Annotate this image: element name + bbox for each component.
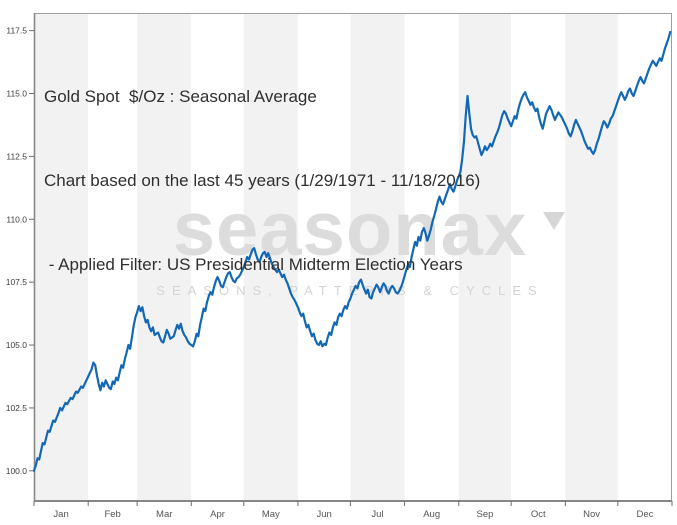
y-axis-label: 105.0 [6,340,28,350]
seasonax-watermark-logo: seasonax [172,187,528,272]
month-stripe-apr [191,13,244,501]
seasonax-watermark-tagline: SEASONS, PATTERNS & CYCLES [156,283,544,298]
month-stripe-may [243,13,298,501]
x-axis-label-oct: Oct [531,509,546,520]
x-axis-label-aug: Aug [423,509,440,520]
month-stripe-sep [458,13,512,501]
x-axis-label-dec: Dec [636,509,653,520]
x-axis-label-feb: Feb [104,509,120,520]
y-axis-label: 100.0 [6,466,28,476]
x-axis-label-may: May [262,509,280,520]
x-axis-label-mar: Mar [156,509,172,520]
x-axis-label-apr: Apr [210,509,225,520]
month-stripe-feb [88,13,138,501]
seasonax-watermark-triangle-icon [543,212,565,230]
month-stripe-jul [350,13,405,501]
x-axis-label-jul: Jul [371,509,383,520]
y-axis-label: 115.0 [6,88,27,98]
x-axis-label-nov: Nov [583,509,600,520]
month-stripe-jan [34,13,89,501]
x-axis-label-jun: Jun [316,509,331,520]
y-axis-label: 102.5 [6,403,28,413]
y-axis-label: 110.0 [6,214,27,224]
y-axis-label: 107.5 [6,277,28,287]
month-stripe-aug [404,13,459,501]
month-stripe-nov [565,13,618,501]
chart-title: Gold Spot $/Oz : Seasonal Average [44,87,317,106]
y-axis-label: 117.5 [6,26,27,36]
chart-subtitle: Chart based on the last 45 years (1/29/1… [44,171,481,190]
seasonal-average-line [32,30,672,472]
x-axis-label-sep: Sep [477,509,494,520]
x-axis-label-jan: Jan [53,509,68,520]
chart-filter-note: - Applied Filter: US Presidential Midter… [44,255,463,274]
month-stripe-mar [137,13,192,501]
y-axis-label: 112.5 [6,151,27,161]
month-stripe-jun [297,13,351,501]
month-stripe-oct [511,13,566,501]
chart-title-block: Gold Spot $/Oz : Seasonal Average Chart … [44,27,480,335]
